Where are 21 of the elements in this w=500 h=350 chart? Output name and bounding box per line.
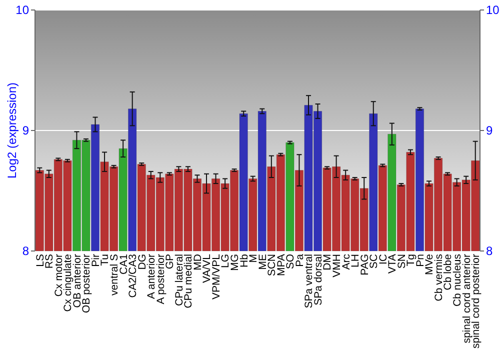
y-axis-title: Log2 (expression) [5,82,20,179]
y2-tick-label: 8 [486,244,493,258]
x-tick-label: spinal cord posterior [470,253,482,349]
x-tick-label: GP [164,254,176,270]
y-tick-label: 10 [16,3,30,18]
y2-tick-label: 10 [486,3,500,18]
x-tick-label: LG [220,254,232,268]
x-tick-label: MG [229,254,241,271]
x-tick-label: Hb [238,254,250,268]
x-tick-label: Tg [405,254,418,266]
x-tick-label: LS [34,254,46,267]
x-tick-label: Cb nucleus [452,254,464,307]
x-tick-label: Arc [340,254,352,270]
x-tick-label: Cb lobe [442,254,454,290]
x-tick-label: spinal cord anterior [460,253,473,344]
y-tick-label: 8 [22,244,30,258]
x-tick-label: RS [44,254,56,269]
x-tick-label: CA1 [118,254,130,274]
y2-tick-label: 9 [486,124,493,138]
y-tick-label: 9 [22,124,30,138]
x-tick-label: SPa dorsal [312,254,324,306]
